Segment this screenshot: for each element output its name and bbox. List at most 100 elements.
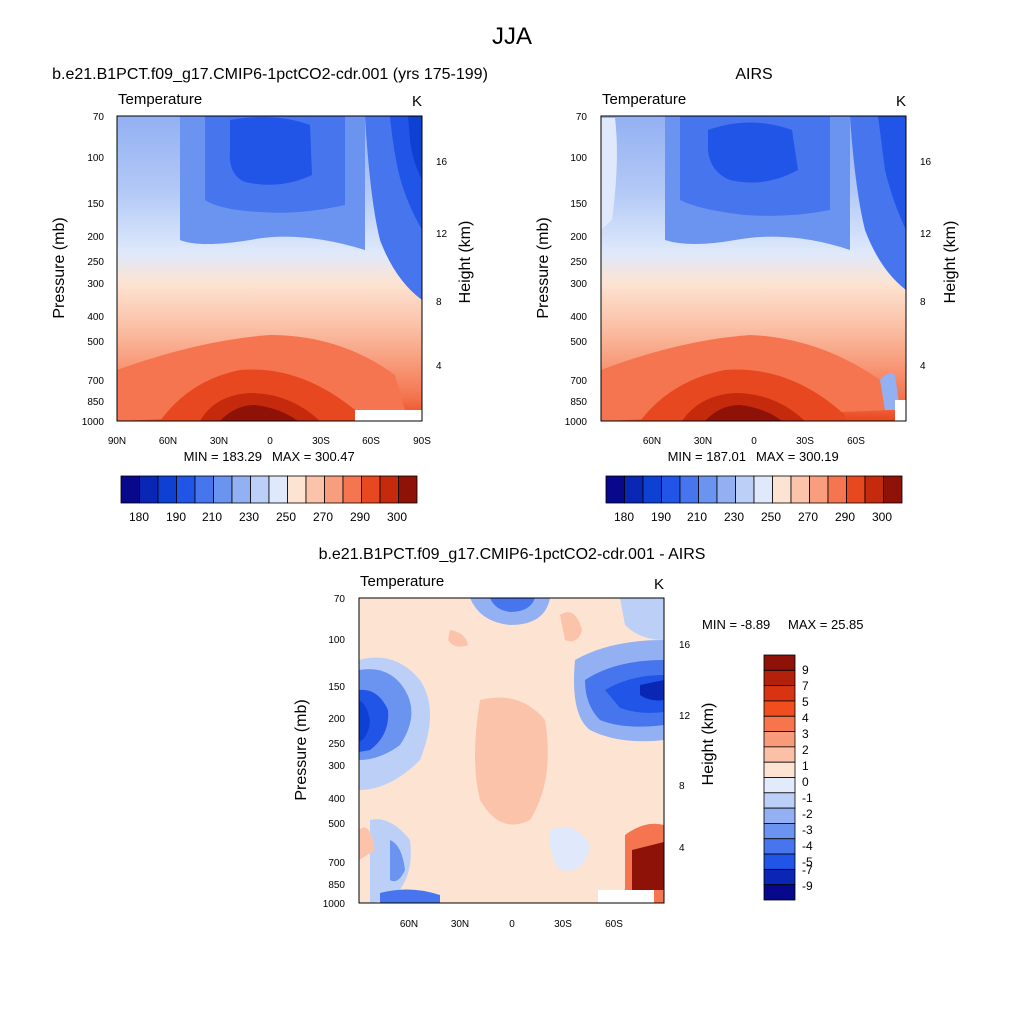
colorbar-swatch	[661, 475, 681, 504]
panel-2-colorbar: 180 190 210 230 250 270 290 300	[605, 475, 903, 524]
x-tick-label: 0	[267, 436, 273, 447]
colorbar-swatch	[763, 807, 796, 824]
colorbar-label: 0	[802, 775, 809, 789]
y-tick-label: 100	[87, 153, 104, 164]
colorbar-swatch	[679, 475, 699, 504]
colorbar-swatch	[763, 761, 796, 778]
panel-3-ylabel: Pressure (mb)	[293, 699, 310, 800]
panel-2-title: AIRS	[735, 66, 772, 83]
panel-2-max: MAX = 300.19	[756, 449, 839, 464]
height-tick-label: 16	[679, 640, 691, 651]
x-tick-label: 30N	[210, 436, 228, 447]
x-tick-label: 60S	[847, 436, 865, 447]
colorbar-swatch	[763, 654, 796, 671]
colorbar-label: -7	[802, 863, 813, 877]
colorbar-swatch	[698, 475, 718, 504]
colorbar-label: 290	[350, 510, 370, 524]
colorbar-swatch	[772, 475, 792, 504]
colorbar-label: -1	[802, 791, 813, 805]
panel-3-x-ticks: 60N 30N 0 30S 60S	[400, 919, 623, 930]
figure-title: JJA	[492, 23, 532, 50]
x-tick-label: 30S	[796, 436, 814, 447]
panel-1-colorbar: 180 190 210 230 250 270 290 300	[120, 475, 418, 524]
colorbar-label: 180	[614, 510, 634, 524]
panel-3-y-ticks: 70 100 150 200 250 300 400 500 700 850 1…	[323, 594, 346, 910]
colorbar-label: 250	[761, 510, 781, 524]
panel-2-units-label: K	[896, 93, 906, 110]
x-tick-label: 30N	[451, 919, 469, 930]
y-tick-label: 100	[570, 153, 587, 164]
panel-3-variable-label: Temperature	[360, 573, 444, 590]
colorbar-label: 190	[651, 510, 671, 524]
colorbar-swatch	[790, 475, 810, 504]
x-tick-label: 30S	[312, 436, 330, 447]
colorbar-label: 1	[802, 759, 809, 773]
colorbar-swatch	[342, 475, 362, 504]
x-tick-label: 90S	[413, 436, 431, 447]
colorbar-label: 250	[276, 510, 296, 524]
x-tick-label: 60S	[362, 436, 380, 447]
colorbar-label: 7	[802, 679, 809, 693]
y-tick-label: 200	[328, 714, 345, 725]
x-tick-label: 30N	[694, 436, 712, 447]
y-tick-label: 700	[570, 376, 587, 387]
panel-1-plot-area	[116, 115, 423, 422]
panel-1-ylabel: Pressure (mb)	[51, 217, 68, 318]
colorbar-label: -4	[802, 839, 813, 853]
colorbar-swatches	[605, 475, 903, 504]
colorbar-swatch	[883, 475, 903, 504]
colorbar-swatch	[763, 853, 796, 870]
panel-1-right-ticks: 4 8 12 16	[436, 157, 448, 372]
colorbar-label: -5	[802, 855, 813, 869]
colorbar-swatch	[864, 475, 884, 504]
y-tick-label: 850	[87, 397, 104, 408]
y-tick-label: 500	[570, 337, 587, 348]
colorbar-label: 270	[313, 510, 333, 524]
panel-1-title: b.e21.B1PCT.f09_g17.CMIP6-1pctCO2-cdr.00…	[52, 66, 488, 83]
colorbar-swatch	[398, 475, 418, 504]
colorbar-swatch	[250, 475, 270, 504]
panel-1-y-ticks: 70 100 150 200 250 300 400 500 700 850 1…	[82, 112, 105, 428]
y-tick-label: 250	[570, 257, 587, 268]
colorbar-swatch	[763, 731, 796, 748]
y-tick-label: 300	[570, 279, 587, 290]
y-tick-label: 200	[570, 232, 587, 243]
colorbar-swatch	[763, 823, 796, 840]
colorbar-swatch	[120, 475, 140, 504]
panel-2-plot-area	[600, 115, 907, 422]
colorbar-swatch	[139, 475, 159, 504]
x-tick-label: 60N	[159, 436, 177, 447]
panel-airs: AIRS Temperature K Pressure (mb) Height …	[535, 66, 959, 524]
height-tick-label: 8	[679, 781, 685, 792]
panel-2-ylabel: Pressure (mb)	[535, 217, 552, 318]
colorbar-swatch	[157, 475, 177, 504]
panel-3-units-label: K	[654, 576, 664, 593]
colorbar-swatch	[763, 868, 796, 886]
colorbar-label: 190	[166, 510, 186, 524]
panel-3-min: MIN = -8.89	[702, 617, 770, 632]
panel-3-colorbar: 9 7 5 4 3 2 1 0 -1 -2 -3 -4 -5 -7 -9	[763, 654, 813, 901]
colorbar-label: 270	[798, 510, 818, 524]
colorbar-label: 300	[872, 510, 892, 524]
colorbar-swatches	[120, 475, 418, 504]
y-tick-label: 1000	[82, 417, 105, 428]
colorbar-swatch	[763, 792, 796, 809]
colorbar-label: -9	[802, 879, 813, 893]
colorbar-swatch	[213, 475, 233, 504]
y-tick-label: 200	[87, 232, 104, 243]
colorbar-label: 210	[687, 510, 707, 524]
colorbar-label: -3	[802, 823, 813, 837]
panel-1-right-ylabel: Height (km)	[457, 221, 474, 304]
colorbar-swatch	[763, 777, 796, 794]
colorbar-swatch	[716, 475, 736, 504]
colorbar-swatch	[231, 475, 251, 504]
x-tick-label: 30S	[554, 919, 572, 930]
y-tick-label: 700	[87, 376, 104, 387]
colorbar-label: 180	[129, 510, 149, 524]
panel-3-max: MAX = 25.85	[788, 617, 864, 632]
colorbar-label: 300	[387, 510, 407, 524]
colorbar-swatch	[624, 475, 644, 504]
panel-2-x-ticks: 60N 30N 0 30S 60S	[643, 436, 865, 447]
y-tick-label: 300	[87, 279, 104, 290]
colorbar-swatch	[809, 475, 829, 504]
